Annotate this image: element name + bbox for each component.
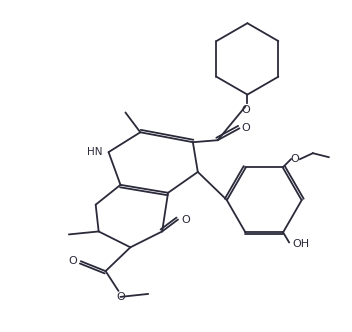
- Text: O: O: [69, 256, 77, 266]
- Text: O: O: [241, 123, 250, 133]
- Text: HN: HN: [87, 147, 102, 157]
- Text: O: O: [116, 292, 125, 302]
- Text: O: O: [182, 214, 190, 224]
- Text: O: O: [241, 106, 250, 116]
- Text: OH: OH: [293, 239, 309, 249]
- Text: O: O: [291, 154, 299, 164]
